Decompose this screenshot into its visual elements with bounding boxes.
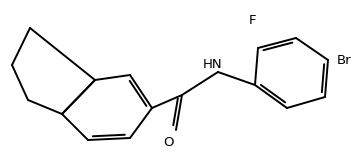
Text: O: O [163, 135, 173, 148]
Text: Br: Br [337, 53, 352, 66]
Text: HN: HN [203, 58, 223, 71]
Text: F: F [248, 13, 256, 27]
